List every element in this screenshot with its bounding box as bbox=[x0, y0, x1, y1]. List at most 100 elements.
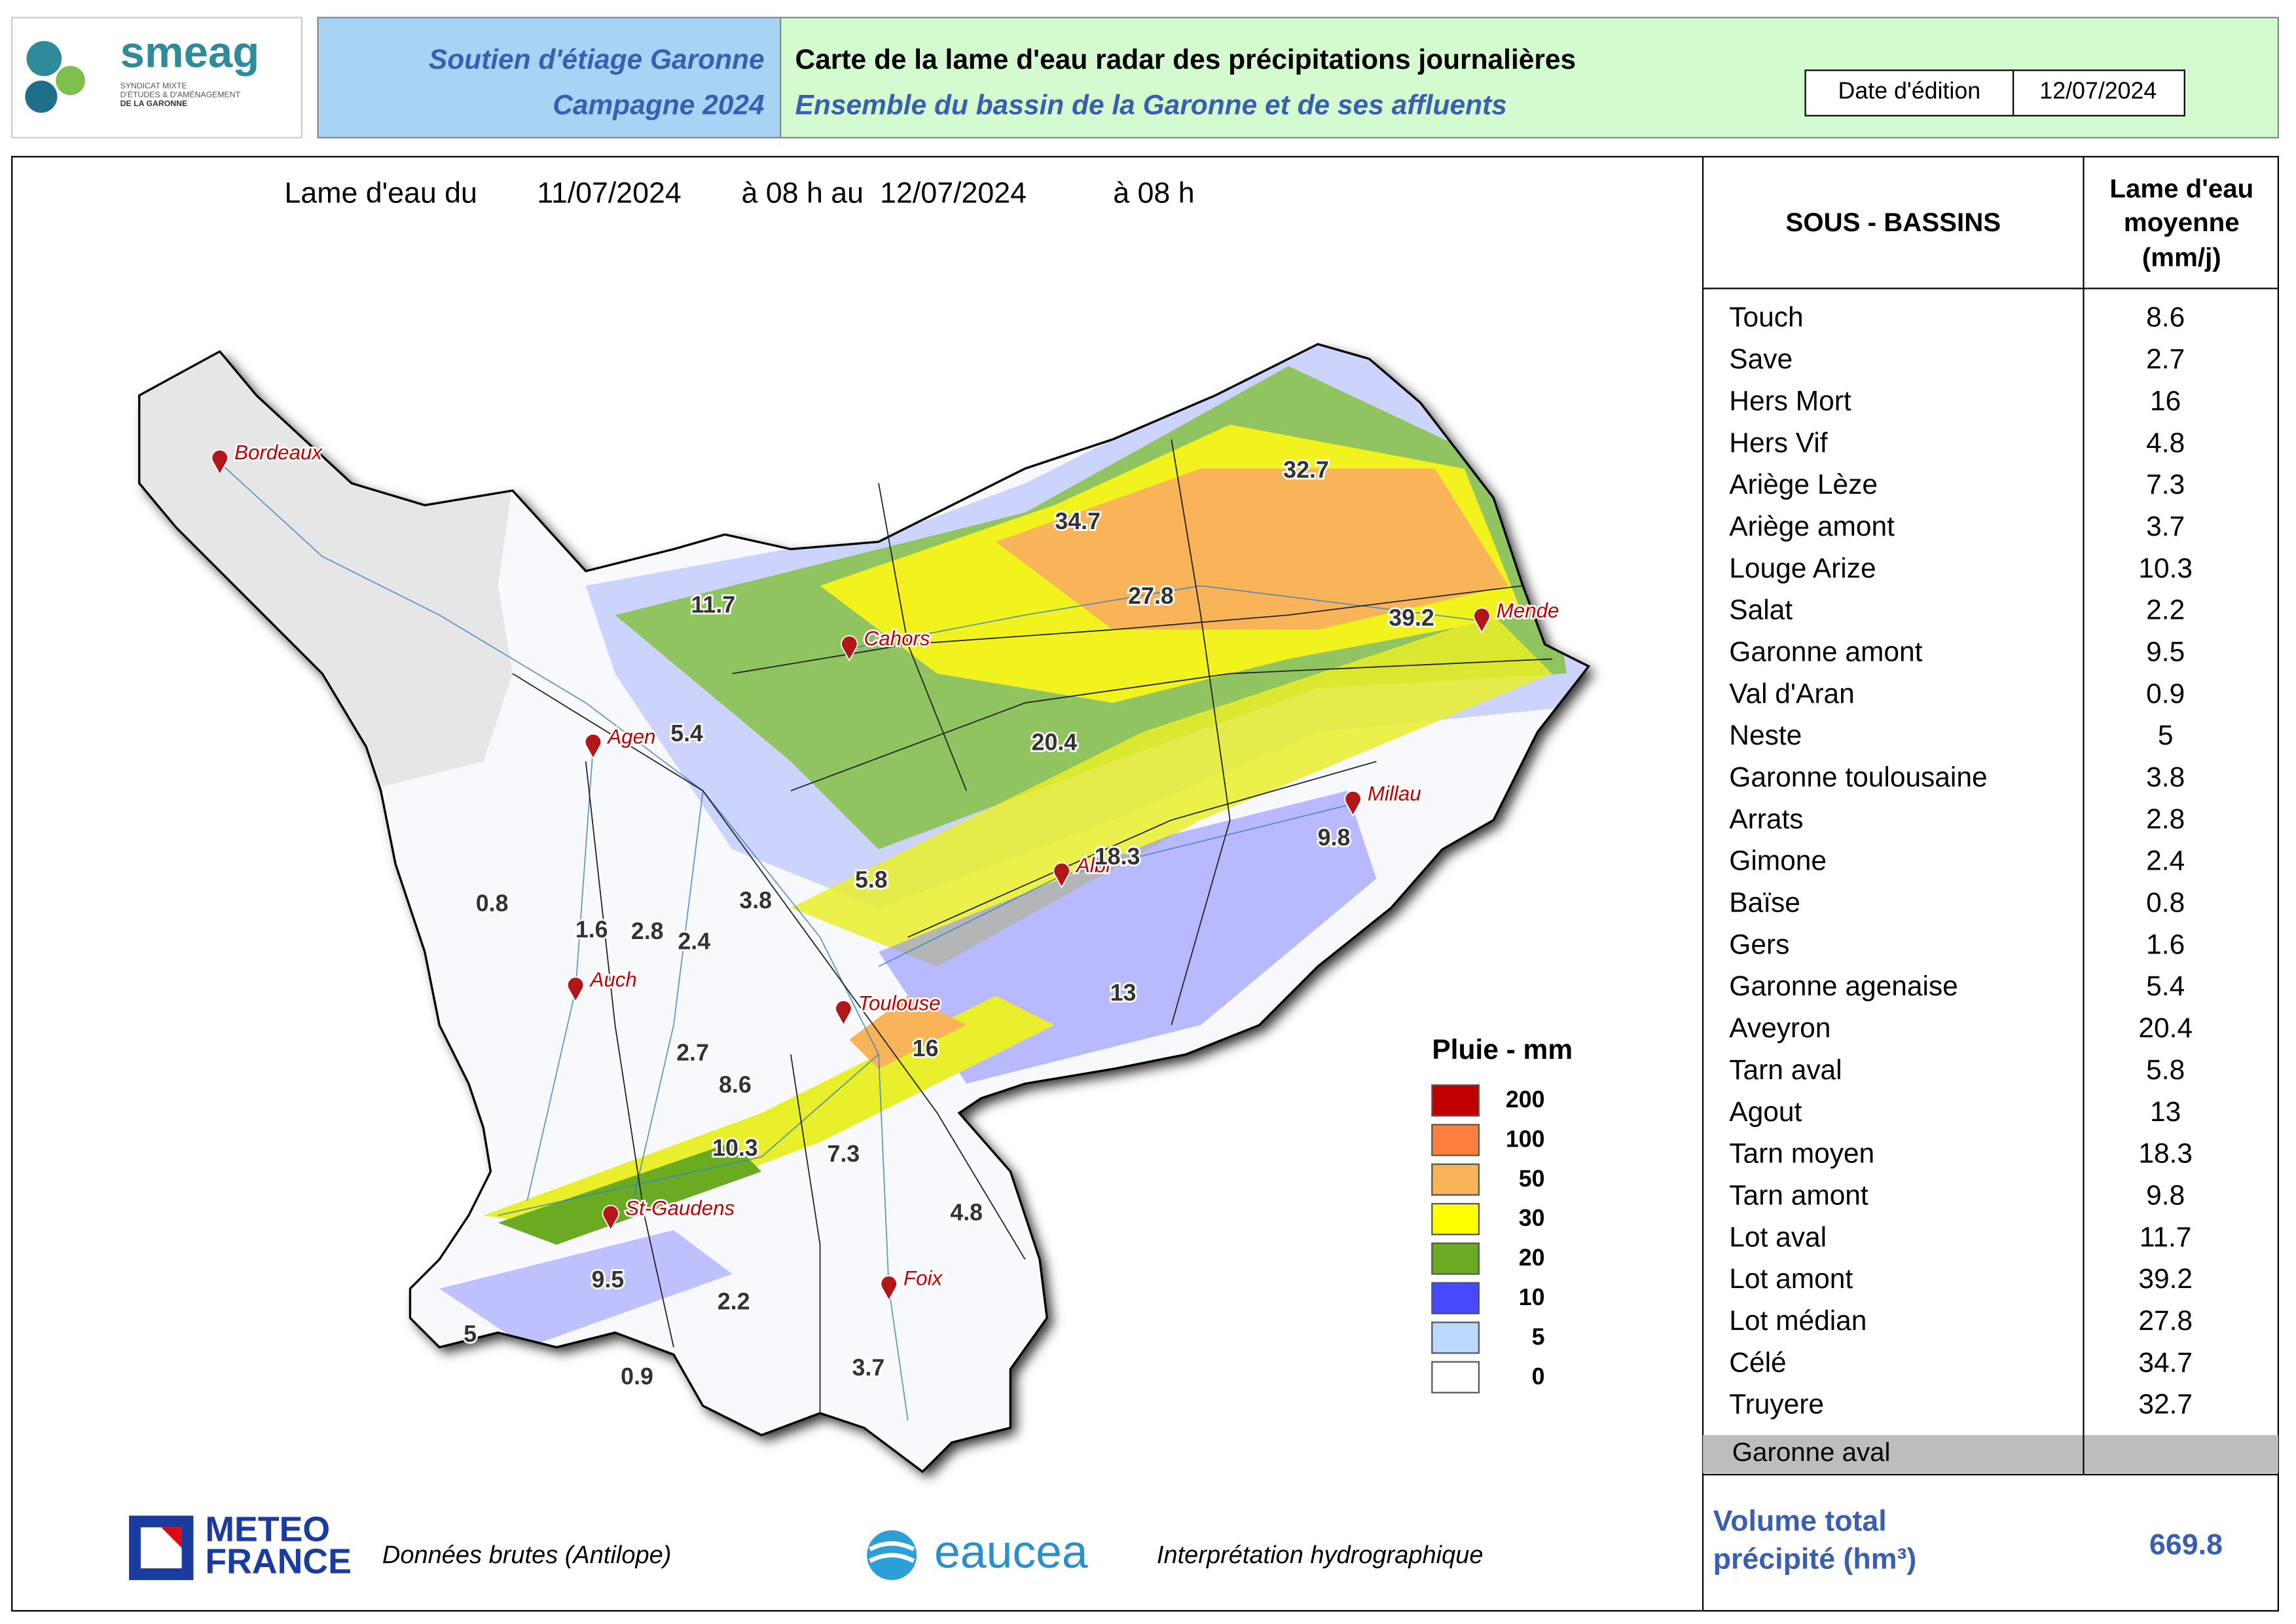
row-value: 39.2 bbox=[2138, 1264, 2193, 1295]
date-label: Date d'édition bbox=[1838, 77, 1981, 103]
row-value: 2.4 bbox=[2146, 846, 2185, 877]
row-value: 32.7 bbox=[2138, 1390, 2193, 1420]
row-value: 11.7 bbox=[2140, 1222, 2192, 1253]
row-name: Louge Arize bbox=[1729, 553, 1876, 584]
total-label: Volume total bbox=[1713, 1505, 1887, 1538]
row-name: Tarn moyen bbox=[1729, 1139, 1874, 1170]
basin-value: 27.8 bbox=[1128, 583, 1174, 609]
eaucea-note: Interprétation hydrographique bbox=[1157, 1541, 1484, 1569]
period-part: 12/07/2024 bbox=[880, 177, 1027, 209]
left-title: Soutien d'étiage Garonne bbox=[429, 45, 765, 75]
city-label: Bordeaux bbox=[234, 441, 323, 464]
basin-value: 18.3 bbox=[1095, 843, 1140, 870]
legend-value: 100 bbox=[1506, 1126, 1545, 1152]
row-value: 3.7 bbox=[2146, 511, 2185, 542]
basin-value: 2.7 bbox=[676, 1040, 709, 1066]
city-label: Mende bbox=[1497, 599, 1559, 622]
basin-value: 8.6 bbox=[719, 1072, 752, 1098]
row-name: Save bbox=[1729, 344, 1793, 375]
city-label: Auch bbox=[589, 969, 636, 991]
row-value: 10.3 bbox=[2138, 553, 2193, 584]
row-name: Lot amont bbox=[1729, 1264, 1853, 1295]
date-value-box bbox=[2013, 69, 2185, 117]
row-name: Truyere bbox=[1729, 1390, 1824, 1420]
basin-value: 4.8 bbox=[950, 1199, 983, 1225]
basin-value: 5.4 bbox=[670, 720, 703, 747]
period-part: Lame d'eau du bbox=[284, 177, 477, 209]
total-value: 669.8 bbox=[2149, 1528, 2223, 1560]
city-marker bbox=[602, 1205, 619, 1232]
table-header: SOUS - BASSINS bbox=[1785, 208, 2001, 237]
logo-tagline: DE LA GARONNE bbox=[120, 99, 188, 108]
map-period: Lame d'eau du 11/07/2024 à 08 h au 12/07/20… bbox=[284, 177, 1194, 209]
basin-value: 7.3 bbox=[827, 1141, 860, 1167]
row-value: 9.8 bbox=[2146, 1180, 2185, 1211]
logo-dot bbox=[56, 65, 85, 96]
river bbox=[849, 585, 1482, 650]
row-name: Ariège Lèze bbox=[1729, 470, 1878, 500]
sub-basin-borders bbox=[512, 439, 1552, 1413]
row-name: Val d'Aran bbox=[1729, 678, 1854, 709]
city-marker bbox=[880, 1275, 898, 1302]
row-name: Hers Mort bbox=[1729, 386, 1851, 416]
table: SOUS - BASSINS Lame d'eau moyenne (mm/j)… bbox=[1703, 157, 2278, 1576]
meteo-note: Données brutes (Antilope) bbox=[382, 1541, 671, 1569]
map: Lame d'eau du 11/07/2024 à 08 h au 12/07/20… bbox=[138, 177, 1590, 1473]
left-title: Campagne 2024 bbox=[553, 90, 764, 120]
logo-tagline: D'ÉTUDES & D'AMÉNAGEMENT bbox=[120, 90, 241, 100]
city-marker bbox=[584, 733, 602, 760]
row-value: 2.7 bbox=[2146, 344, 2185, 375]
row-value: 7.3 bbox=[2146, 470, 2185, 500]
basin-value: 2.4 bbox=[678, 929, 710, 955]
basin-value: 32.7 bbox=[1283, 457, 1329, 483]
left-title-box bbox=[317, 16, 782, 139]
row-name: Garonne toulousaine bbox=[1729, 762, 1987, 793]
basin-value: 3.7 bbox=[852, 1354, 885, 1380]
row-name: Neste bbox=[1729, 720, 1802, 751]
row-name: Célé bbox=[1729, 1348, 1786, 1378]
row-value: 9.5 bbox=[2146, 637, 2185, 667]
border bbox=[790, 658, 1552, 792]
border bbox=[790, 1054, 821, 1413]
city-label: St-Gaudens bbox=[625, 1196, 735, 1219]
subtitle: Ensemble du bassin de la Garonne et de s… bbox=[795, 90, 1507, 120]
basin-value: 20.4 bbox=[1032, 729, 1078, 755]
row-value: 13 bbox=[2150, 1097, 2181, 1128]
row-name: Gers bbox=[1729, 929, 1789, 960]
row-name: Garonne amont bbox=[1729, 637, 1922, 667]
eaucea-waves bbox=[869, 1541, 915, 1563]
legend-swatch bbox=[1431, 1282, 1480, 1315]
basin-value: 34.7 bbox=[1055, 508, 1101, 534]
logo-dot bbox=[25, 80, 58, 113]
rain-zone bbox=[498, 1142, 762, 1245]
legend-value: 0 bbox=[1532, 1363, 1545, 1390]
row-value: 4.8 bbox=[2146, 428, 2185, 458]
legend-title: Pluie - mm bbox=[1432, 1035, 1573, 1065]
basin-value: 16 bbox=[913, 1035, 939, 1061]
row-name: Garonne agenaise bbox=[1729, 971, 1958, 1002]
row-name: Tarn amont bbox=[1729, 1180, 1868, 1211]
basin-value: 2.2 bbox=[718, 1289, 750, 1315]
date-value: 12/07/2024 bbox=[2039, 77, 2157, 103]
row-value: 3.8 bbox=[2146, 762, 2185, 793]
border bbox=[512, 673, 1026, 1260]
period-part: à 08 h bbox=[1113, 177, 1194, 209]
city-label: Agen bbox=[606, 725, 655, 748]
legend-value: 20 bbox=[1519, 1245, 1545, 1271]
legend-swatch bbox=[1431, 1321, 1480, 1354]
logo-name: smeag bbox=[120, 28, 260, 77]
row-name: Lot médian bbox=[1729, 1306, 1867, 1337]
row-name: Agout bbox=[1729, 1097, 1802, 1128]
city-marker bbox=[566, 976, 585, 1003]
legend-swatch bbox=[1431, 1163, 1480, 1196]
city-label: Foix bbox=[903, 1267, 943, 1290]
legend-swatch bbox=[1431, 1242, 1480, 1275]
row-value: 16 bbox=[2150, 386, 2181, 416]
legend-value: 200 bbox=[1506, 1086, 1545, 1113]
basin-value: 0.8 bbox=[476, 890, 509, 916]
city-label: Albi bbox=[1075, 854, 1111, 877]
row-value: 34.7 bbox=[2138, 1348, 2193, 1378]
row-name: Baïse bbox=[1729, 888, 1800, 919]
period-part: 11/07/2024 bbox=[537, 177, 682, 209]
